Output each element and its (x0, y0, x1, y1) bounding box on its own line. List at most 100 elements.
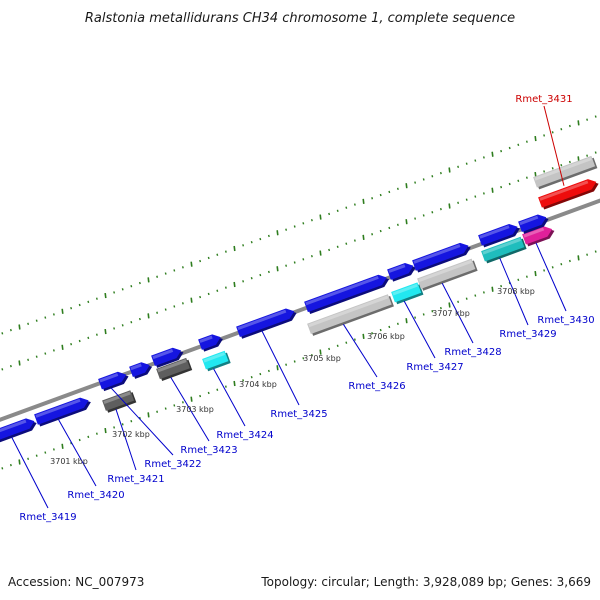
tick-mark (95, 432, 98, 435)
tick-mark (328, 212, 331, 216)
tick-mark (44, 316, 47, 319)
gene-feature-rmet-3426[interactable] (307, 294, 394, 337)
gene-label-rmet-3419[interactable]: Rmet_3419 (19, 512, 76, 523)
gene-label-rmet-3424[interactable]: Rmet_3424 (216, 430, 273, 441)
tick-mark (431, 310, 434, 313)
gene-label-rmet-3423[interactable]: Rmet_3423 (180, 445, 237, 456)
chromosome-backbone (0, 198, 600, 422)
gene-segment[interactable] (412, 240, 473, 273)
tick-mark (18, 324, 21, 330)
gene-feature-rmet-3431[interactable] (538, 176, 600, 210)
tick-mark (121, 423, 124, 426)
tick-mark (156, 311, 159, 314)
tick-mark (551, 167, 554, 170)
tick-mark (104, 328, 107, 335)
gene-feature-rmet-3419[interactable] (0, 415, 39, 443)
tick-mark (474, 294, 477, 297)
tick-mark (551, 131, 554, 134)
label-leader-line (115, 409, 137, 471)
tick-mark (164, 407, 167, 410)
tick-mark (431, 175, 434, 178)
gene-feature-rmet-3423[interactable] (156, 357, 193, 382)
tick-mark (586, 154, 589, 157)
gene-segment[interactable] (198, 331, 225, 352)
tick-mark (525, 275, 528, 278)
tick-mark (61, 308, 64, 314)
map-title: Ralstonia metallidurans CH34 chromosome … (85, 11, 515, 26)
gene-label-rmet-3429[interactable]: Rmet_3429 (499, 329, 556, 340)
tick-mark (190, 297, 193, 303)
gene-feature-rmet-3424[interactable] (202, 350, 231, 372)
gene-label-rmet-3430[interactable]: Rmet_3430 (537, 315, 594, 326)
tick-mark (61, 344, 64, 350)
tick-mark (568, 124, 571, 128)
tick-mark (500, 284, 503, 288)
tick-mark (27, 322, 30, 326)
tick-mark (388, 190, 391, 194)
tick-mark (9, 364, 12, 368)
tick-mark (18, 360, 21, 366)
tick-mark (586, 253, 589, 256)
gene-feature-rmet-3425[interactable] (236, 306, 298, 340)
gene-label-rmet-3420[interactable]: Rmet_3420 (67, 490, 124, 501)
gene-label-rmet-3426[interactable]: Rmet_3426 (348, 381, 405, 392)
tick-mark (78, 339, 81, 343)
gene-feature-rmet-3427[interactable] (391, 282, 424, 305)
tick-mark (207, 292, 210, 296)
tick-mark (560, 262, 563, 266)
label-leader-line (11, 437, 49, 509)
tick-mark (276, 266, 279, 272)
tick-mark (577, 120, 580, 126)
gene-segment[interactable] (304, 272, 391, 315)
tick-mark (173, 404, 176, 407)
tick-mark (259, 273, 262, 277)
tick-mark (345, 341, 348, 344)
gene-label-rmet-3428[interactable]: Rmet_3428 (444, 347, 501, 358)
gene-feature-rmet-3429[interactable] (481, 236, 527, 264)
gene-feature-rmet-3428[interactable] (417, 258, 478, 291)
tick-mark (70, 342, 73, 346)
accession-label: Accession: NC_007973 (8, 575, 144, 589)
tick-mark (104, 292, 107, 299)
tick-mark (508, 146, 511, 150)
tick-mark (474, 159, 477, 162)
kbp-label: 3705 kbp (303, 354, 341, 363)
gene-feature-rmet-3420[interactable] (34, 395, 93, 427)
tick-mark (190, 396, 193, 402)
tick-mark (164, 272, 167, 275)
gene-segment[interactable] (518, 212, 550, 235)
tick-mark (353, 203, 356, 206)
gene-segment[interactable] (478, 221, 522, 248)
gene-label-rmet-3425[interactable]: Rmet_3425 (270, 409, 327, 420)
tick-mark (52, 349, 55, 352)
gene-segment[interactable] (533, 155, 598, 190)
gene-feature-rmet-3430[interactable] (522, 223, 556, 247)
tick-mark (121, 288, 124, 291)
gene-feature-rmet-3421[interactable] (102, 390, 137, 413)
gene-feature-rmet-3422[interactable] (98, 369, 130, 392)
tick-mark (130, 284, 133, 288)
tick-mark (147, 313, 150, 319)
tick-mark (267, 270, 270, 274)
tick-mark (362, 234, 365, 240)
tick-mark (439, 171, 442, 175)
tick-mark (224, 385, 227, 388)
gene-label-rmet-3422[interactable]: Rmet_3422 (144, 459, 201, 470)
gene-label-rmet-3427[interactable]: Rmet_3427 (406, 362, 463, 373)
tick-mark (465, 162, 468, 165)
tick-mark (482, 291, 485, 294)
tick-mark (147, 412, 150, 418)
tick-mark (18, 459, 21, 465)
gene-label-rmet-3431[interactable]: Rmet_3431 (515, 94, 572, 105)
gene-segment[interactable] (387, 260, 417, 282)
gene-label-rmet-3421[interactable]: Rmet_3421 (107, 474, 164, 485)
label-leader-line (441, 282, 474, 344)
tick-mark (508, 182, 511, 186)
gene-labels: Rmet_3419 Rmet_3420 Rmet_3421 Rmet_3422 Rmet… (19, 94, 594, 523)
gene-segment[interactable] (151, 345, 185, 368)
gene-segment[interactable] (129, 359, 154, 379)
tick-mark (147, 277, 150, 283)
tick-mark (439, 207, 442, 211)
tick-mark (233, 245, 236, 252)
tick-mark (474, 195, 477, 198)
